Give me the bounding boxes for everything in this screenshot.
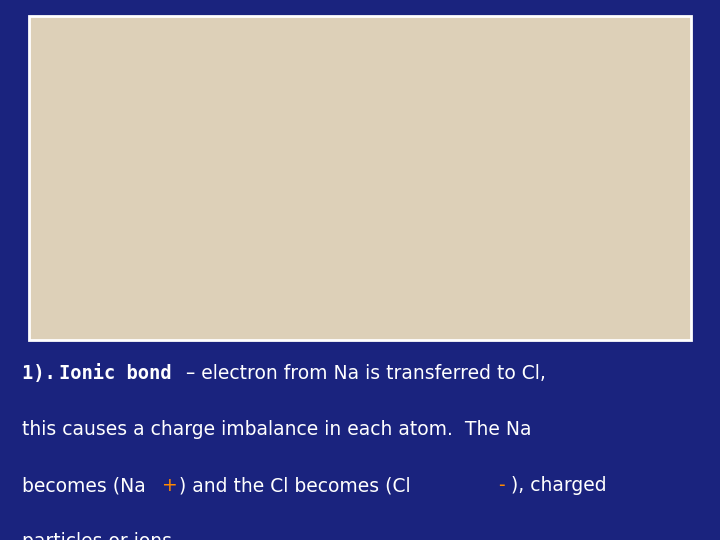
Circle shape: [612, 135, 623, 146]
Text: Cl: Cl: [262, 136, 274, 145]
Circle shape: [400, 161, 411, 172]
Circle shape: [436, 170, 446, 181]
Text: – electron from Na is transferred to Cl,: – electron from Na is transferred to Cl,: [186, 364, 546, 383]
Text: +: +: [162, 476, 178, 495]
Circle shape: [182, 100, 193, 111]
Circle shape: [197, 135, 207, 146]
Circle shape: [263, 83, 274, 94]
Text: Sodium chloride
(NaCl): Sodium chloride (NaCl): [414, 267, 527, 295]
Circle shape: [147, 185, 158, 195]
Circle shape: [598, 88, 608, 99]
Circle shape: [147, 161, 158, 172]
Circle shape: [400, 85, 411, 96]
Text: 1).: 1).: [22, 364, 66, 383]
Text: Chloride
ion: Chloride ion: [504, 235, 567, 263]
Circle shape: [263, 109, 274, 120]
Circle shape: [345, 135, 356, 146]
Circle shape: [365, 170, 376, 181]
Circle shape: [365, 100, 376, 111]
Circle shape: [112, 100, 122, 111]
Text: Na: Na: [144, 136, 161, 145]
Circle shape: [567, 98, 577, 109]
Circle shape: [400, 109, 411, 120]
Circle shape: [351, 135, 361, 146]
Circle shape: [478, 135, 489, 146]
Circle shape: [249, 121, 288, 160]
Circle shape: [469, 135, 480, 146]
Circle shape: [263, 187, 274, 198]
Circle shape: [211, 135, 222, 146]
Circle shape: [330, 88, 341, 99]
Text: -: -: [498, 476, 505, 495]
Circle shape: [226, 98, 237, 109]
Circle shape: [291, 58, 302, 69]
Circle shape: [567, 172, 577, 183]
Circle shape: [226, 172, 237, 183]
Text: becomes (Na: becomes (Na: [22, 476, 145, 495]
Circle shape: [450, 135, 461, 146]
Circle shape: [235, 212, 246, 223]
Circle shape: [147, 109, 158, 120]
Circle shape: [493, 98, 504, 109]
Text: this causes a charge imbalance in each atom.  The Na: this causes a charge imbalance in each a…: [22, 420, 531, 439]
Text: ), charged: ), charged: [511, 476, 607, 495]
Circle shape: [493, 172, 504, 183]
Text: Chlorine
atom: Chlorine atom: [237, 235, 300, 263]
Circle shape: [387, 121, 426, 160]
Circle shape: [502, 212, 513, 223]
Circle shape: [463, 182, 474, 193]
Circle shape: [516, 121, 555, 160]
Circle shape: [330, 182, 341, 193]
Circle shape: [448, 135, 459, 146]
Circle shape: [196, 182, 207, 193]
Circle shape: [300, 172, 310, 183]
Circle shape: [530, 161, 541, 172]
Circle shape: [530, 187, 541, 198]
Text: Na⁺: Na⁺: [396, 136, 416, 145]
Circle shape: [530, 109, 541, 120]
Circle shape: [436, 100, 446, 111]
Circle shape: [400, 185, 411, 195]
Circle shape: [598, 182, 608, 193]
Text: Sodium
atom: Sodium atom: [124, 235, 180, 263]
Circle shape: [263, 161, 274, 172]
Text: Cl⁻: Cl⁻: [528, 136, 544, 145]
Circle shape: [132, 121, 171, 160]
Circle shape: [315, 135, 325, 146]
Text: particles or ions.: particles or ions.: [22, 532, 177, 540]
Circle shape: [147, 85, 158, 96]
Circle shape: [181, 135, 192, 146]
Circle shape: [112, 170, 122, 181]
Circle shape: [495, 60, 506, 71]
Circle shape: [558, 58, 569, 69]
Circle shape: [582, 135, 593, 146]
Text: Ionic bond: Ionic bond: [59, 364, 171, 383]
Circle shape: [97, 135, 108, 146]
Circle shape: [182, 170, 193, 181]
Text: ) and the Cl becomes (Cl: ) and the Cl becomes (Cl: [179, 476, 410, 495]
Circle shape: [114, 66, 125, 77]
Text: Sodium
ion: Sodium ion: [378, 235, 434, 263]
Circle shape: [530, 83, 541, 94]
Circle shape: [300, 98, 310, 109]
